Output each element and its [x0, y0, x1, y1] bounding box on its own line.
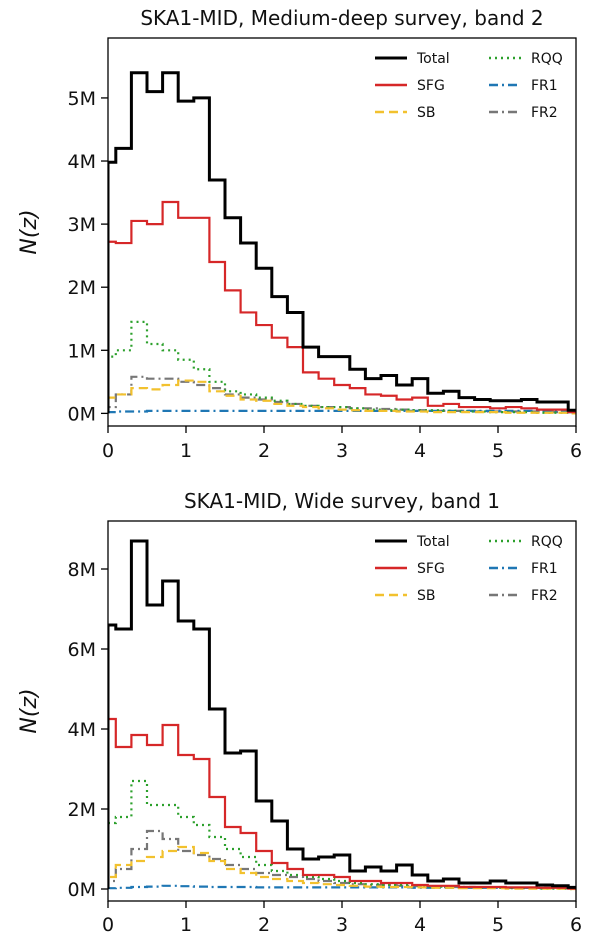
x-tick-label: 2: [258, 440, 270, 462]
legend-label-total: Total: [416, 51, 450, 67]
legend-label-sfg: SFG: [417, 561, 445, 577]
series-line-sb: [108, 845, 576, 891]
legend-label-rqq: RQQ: [531, 534, 563, 550]
y-tick-label: 2M: [68, 277, 96, 299]
y-tick-label: 0M: [68, 879, 96, 901]
legend-label-sb: SB: [417, 105, 436, 121]
x-tick-label: 5: [492, 440, 504, 462]
legend-label-fr1: FR1: [531, 78, 558, 94]
legend-label-rqq: RQQ: [531, 51, 563, 67]
x-tick-label: 0: [102, 440, 114, 462]
y-tick-label: 5M: [68, 88, 96, 110]
x-tick-label: 2: [258, 914, 270, 936]
legend-label-fr1: FR1: [531, 561, 558, 577]
x-tick-label: 6: [570, 914, 582, 936]
chart-title: SKA1-MID, Medium-deep survey, band 2: [140, 6, 543, 30]
legend-label-total: Total: [416, 534, 450, 550]
y-tick-label: 6M: [68, 639, 96, 661]
x-tick-label: 3: [336, 914, 348, 936]
y-tick-label: 4M: [68, 151, 96, 173]
series-line-total: [108, 539, 576, 889]
x-tick-label: 1: [180, 914, 192, 936]
series-line-rqq: [108, 320, 576, 415]
chart-panel-medium-deep: SKA1-MID, Medium-deep survey, band 2 N(z)…: [17, 6, 582, 462]
x-tick-label: 6: [570, 440, 582, 462]
y-tick-label: 1M: [68, 340, 96, 362]
x-tick-label: 3: [336, 440, 348, 462]
series-line-total: [108, 71, 576, 414]
chart-panel-wide: SKA1-MID, Wide survey, band 1 N(z) 0M 2M 4M 6…: [17, 489, 582, 936]
legend-label-sb: SB: [417, 588, 436, 604]
y-tick-label: 2M: [68, 799, 96, 821]
series-line-fr1: [108, 409, 576, 414]
y-axis-label: N(z): [17, 209, 42, 254]
series-line-sfg: [108, 200, 576, 414]
series-line-rqq: [108, 779, 576, 891]
y-tick-label: 0M: [68, 403, 96, 425]
legend-label-fr2: FR2: [531, 588, 558, 604]
x-tick-label: 4: [414, 914, 426, 936]
legend: Total SFG SB RQQ FR1 FR2: [375, 51, 563, 121]
y-axis-label: N(z): [17, 688, 42, 733]
legend-label-fr2: FR2: [531, 105, 558, 121]
chart-title: SKA1-MID, Wide survey, band 1: [184, 489, 500, 513]
y-tick-label: 3M: [68, 214, 96, 236]
x-tick-label: 4: [414, 440, 426, 462]
x-tick-label: 5: [492, 914, 504, 936]
series-line-sb: [108, 379, 576, 415]
legend: Total SFG SB RQQ FR1 FR2: [375, 534, 563, 604]
series-line-sfg: [108, 717, 576, 890]
legend-label-sfg: SFG: [417, 78, 445, 94]
y-tick-label: 4M: [68, 719, 96, 741]
x-tick-label: 0: [102, 914, 114, 936]
y-tick-label: 8M: [68, 559, 96, 581]
series-group: [108, 539, 576, 891]
x-tick-label: 1: [180, 440, 192, 462]
series-group: [108, 71, 576, 415]
